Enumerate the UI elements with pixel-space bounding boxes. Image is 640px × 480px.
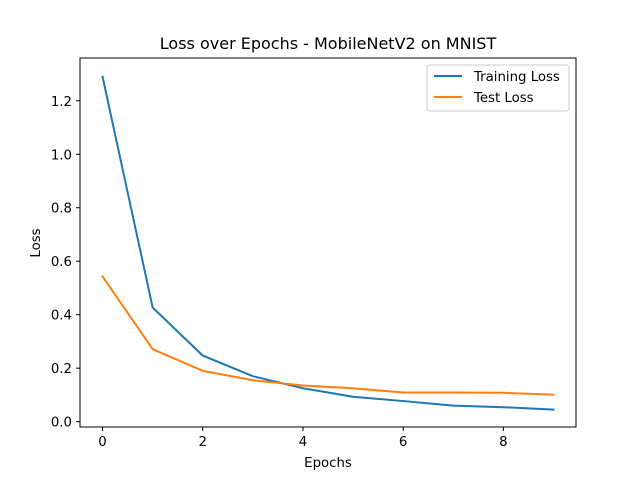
x-tick-label: 8 xyxy=(499,435,507,450)
ticks-layer: 0 2 4 6 8 0.0 0.2 0.4 0.6 0.8 1.0 1.2 xyxy=(51,95,508,450)
y-tick-label: 1.2 xyxy=(51,95,72,110)
chart-title: Loss over Epochs - MobileNetV2 on MNIST xyxy=(160,34,497,53)
series-line-training-loss xyxy=(101,75,555,411)
series-lines xyxy=(101,75,555,411)
y-tick-label: 0.2 xyxy=(51,362,72,377)
y-tick-label: 0.0 xyxy=(51,416,72,431)
y-tick-label: 0.8 xyxy=(51,202,72,217)
plot-area-frame xyxy=(79,57,577,428)
y-axis-label: Loss xyxy=(29,228,44,257)
x-tick-label: 6 xyxy=(399,435,407,450)
x-tick-label: 4 xyxy=(299,435,307,450)
x-axis-label: Epochs xyxy=(304,456,352,471)
legend: Training Loss Test Loss xyxy=(426,64,570,112)
legend-label-test-loss: Test Loss xyxy=(473,91,534,106)
y-tick-label: 0.4 xyxy=(51,309,72,324)
legend-box xyxy=(426,64,570,112)
x-tick-label: 0 xyxy=(98,435,106,450)
y-tick-label: 1.0 xyxy=(51,148,72,163)
series-line-test-loss xyxy=(101,275,555,396)
legend-label-training-loss: Training Loss xyxy=(473,70,560,85)
x-tick-label: 2 xyxy=(199,435,207,450)
y-tick-label: 0.6 xyxy=(51,255,72,270)
